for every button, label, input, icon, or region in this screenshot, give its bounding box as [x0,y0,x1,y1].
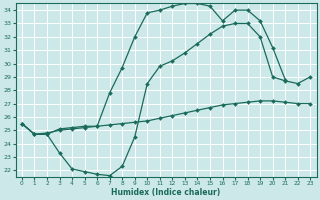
X-axis label: Humidex (Indice chaleur): Humidex (Indice chaleur) [111,188,221,197]
